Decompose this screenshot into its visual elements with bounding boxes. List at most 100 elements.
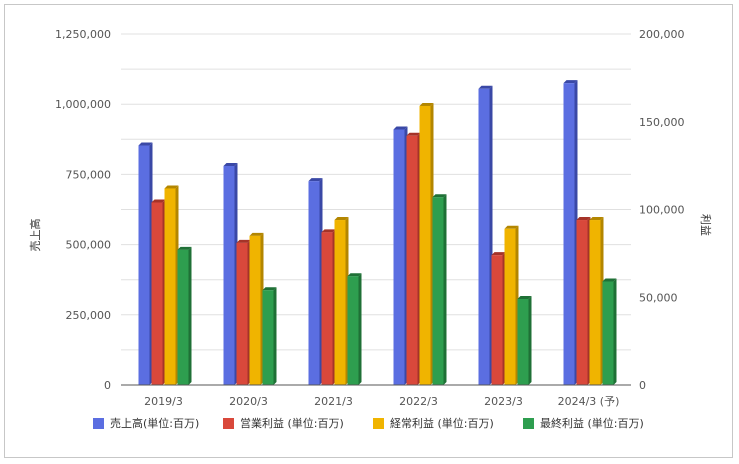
bar-face [308,181,320,385]
axes: 0 250,000 500,000 750,000 1,000,000 1,250,000… [55,28,684,408]
bar-face [164,188,176,385]
bar [478,85,493,386]
bar-side [188,246,192,385]
bar-side [613,278,617,385]
bar-side [273,287,277,385]
bar-top [347,273,362,277]
legend-item: 営業利益 (単位:百万) [223,416,344,430]
bar-side [528,296,532,385]
bar-top [177,246,192,250]
bars [138,80,617,386]
bar [223,162,238,385]
legend-item: 最終利益 (単位:百万) [523,416,644,430]
x-tick-label: 2022/3 [399,395,438,408]
bar-face [223,165,235,385]
bar [504,225,519,385]
y2-tick-label: 150,000 [639,116,685,129]
bar-top [249,232,264,236]
y-tick-label: 1,250,000 [55,28,111,41]
bar [236,239,251,385]
bar-face [419,105,431,385]
bar-face [393,129,405,385]
bar-top [478,85,493,89]
y-tick-label: 1,000,000 [55,98,111,111]
y2-tick-label: 200,000 [639,28,685,41]
bar-top [236,239,251,243]
bar-top [491,252,506,256]
bar [138,142,153,385]
x-tick-label: 2023/3 [484,395,523,408]
bar [419,102,434,385]
bar [249,232,264,385]
bar [589,217,604,385]
gridlines [121,33,631,351]
legend-label: 売上高(単位:百万) [110,416,199,430]
bar-top [419,102,434,106]
bar-face [602,281,614,385]
bar-top [589,217,604,221]
bar-top [432,194,447,198]
bar-face [517,299,529,385]
bar-top [334,217,349,221]
bar-top [138,142,153,146]
bar-top [406,132,421,136]
bar [334,217,349,385]
legend-label: 営業利益 (単位:百万) [240,416,344,430]
bar-face [491,255,503,385]
bar-top [602,278,617,282]
legend-swatch [223,418,234,429]
bar-top [262,287,277,291]
bar [347,273,362,385]
y2-tick-label: 0 [639,379,646,392]
bar [517,296,532,385]
bar-top [563,80,578,84]
bar [164,185,179,385]
bar-side [443,194,447,385]
legend-swatch [93,418,104,429]
combo-bar-chart: 0 250,000 500,000 750,000 1,000,000 1,250,000… [28,28,713,430]
chart-frame: 0 250,000 500,000 750,000 1,000,000 1,250,000… [4,4,733,458]
bar-face [576,220,588,385]
bar-side [358,273,362,385]
bar [321,229,336,385]
bar [563,80,578,385]
bar-face [432,197,444,385]
x-tick-label: 2019/3 [144,395,183,408]
bar-face [334,220,346,385]
y2-tick-label: 100,000 [639,204,685,217]
bar-face [177,249,189,385]
bar-face [151,202,163,385]
bar [177,246,192,385]
y-tick-label: 500,000 [66,239,112,252]
bar-top [321,229,336,233]
bar-top [151,199,166,203]
bar [262,287,277,385]
bar [406,132,421,385]
bar-top [164,185,179,189]
legend-label: 最終利益 (単位:百万) [540,416,644,430]
bar-face [406,135,418,385]
bar-face [249,235,261,385]
bar-face [563,83,575,385]
y-tick-label: 250,000 [66,309,112,322]
bar-top [517,296,532,300]
bar [308,178,323,385]
bar-face [236,242,248,385]
y-tick-label: 0 [104,379,111,392]
legend-label: 経常利益 (単位:百万) [390,416,494,430]
bar [432,194,447,385]
x-tick-label: 2024/3 (予) [558,395,620,408]
bar-face [138,145,150,385]
bar-face [347,276,359,385]
bar [491,252,506,385]
bar [602,278,617,385]
legend: 売上高(単位:百万) 営業利益 (単位:百万) 経常利益 (単位:百万) 最終利益 (… [93,416,644,430]
bar-face [589,220,601,385]
bar [151,199,166,385]
bar [576,217,591,385]
legend-swatch [373,418,384,429]
y-axis-title: 売上高 [28,219,42,252]
x-tick-label: 2021/3 [314,395,353,408]
y2-tick-label: 50,000 [639,291,678,304]
bar-top [504,225,519,229]
